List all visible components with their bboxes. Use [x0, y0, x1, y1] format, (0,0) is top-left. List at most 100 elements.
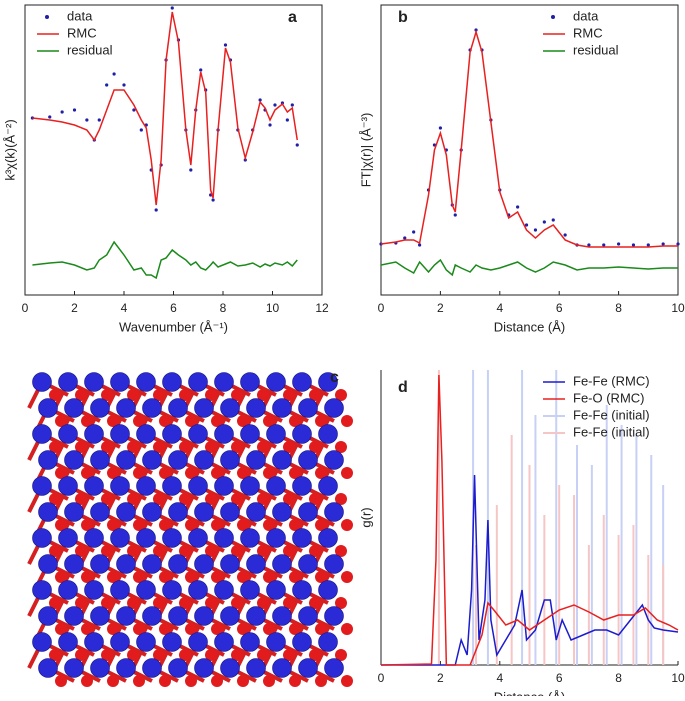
iron-atom: [84, 632, 104, 652]
iron-atom: [116, 606, 136, 626]
oxygen-atom: [185, 519, 197, 531]
oxygen-atom: [55, 675, 67, 687]
data-point: [170, 6, 174, 10]
iron-atom: [220, 554, 240, 574]
legend-label: RMC: [67, 25, 97, 40]
iron-atom: [58, 372, 78, 392]
oxygen-atom: [55, 571, 67, 583]
x-tick-label: 10: [671, 671, 685, 685]
iron-atom: [136, 476, 156, 496]
data-point: [112, 72, 116, 76]
oxygen-atom: [237, 467, 249, 479]
oxygen-atom: [185, 467, 197, 479]
iron-atom: [292, 632, 312, 652]
oxygen-atom: [55, 519, 67, 531]
oxygen-atom: [341, 623, 353, 635]
oxygen-atom: [263, 519, 275, 531]
data-point: [285, 118, 289, 122]
iron-atom: [324, 502, 344, 522]
data-point: [154, 208, 158, 212]
legend-label: Fe-Fe (initial): [573, 424, 650, 439]
oxygen-atom: [211, 571, 223, 583]
iron-atom: [142, 658, 162, 678]
series-line: [32, 11, 298, 206]
oxygen-atom: [211, 623, 223, 635]
oxygen-atom: [289, 519, 301, 531]
iron-atom: [272, 658, 292, 678]
iron-atom: [318, 632, 338, 652]
iron-atom: [38, 554, 58, 574]
oxygen-atom: [289, 675, 301, 687]
data-point: [132, 108, 136, 112]
iron-atom: [32, 372, 52, 392]
oxygen-atom: [211, 675, 223, 687]
oxygen-atom: [335, 545, 347, 557]
oxygen-atom: [153, 597, 165, 609]
oxygen-atom: [283, 441, 295, 453]
oxygen-atom: [159, 675, 171, 687]
data-point: [290, 103, 294, 107]
iron-atom: [58, 632, 78, 652]
iron-atom: [38, 606, 58, 626]
iron-atom: [220, 398, 240, 418]
iron-atom: [298, 606, 318, 626]
oxygen-atom: [289, 415, 301, 427]
iron-atom: [142, 554, 162, 574]
iron-atom: [32, 528, 52, 548]
iron-atom: [168, 658, 188, 678]
iron-atom: [110, 424, 130, 444]
iron-atom: [240, 632, 260, 652]
iron-atom: [240, 528, 260, 548]
iron-atom: [58, 580, 78, 600]
iron-atom: [64, 658, 84, 678]
oxygen-atom: [289, 467, 301, 479]
oxygen-atom: [49, 441, 61, 453]
data-point: [139, 128, 143, 132]
oxygen-atom: [335, 597, 347, 609]
data-point: [97, 118, 101, 122]
iron-atom: [266, 424, 286, 444]
oxygen-atom: [205, 389, 217, 401]
oxygen-atom: [237, 675, 249, 687]
oxygen-atom: [315, 571, 327, 583]
oxygen-atom: [49, 545, 61, 557]
iron-atom: [188, 476, 208, 496]
oxygen-atom: [257, 649, 269, 661]
iron-atom: [162, 476, 182, 496]
iron-atom: [136, 632, 156, 652]
oxygen-atom: [81, 623, 93, 635]
iron-atom: [142, 606, 162, 626]
oxygen-atom: [179, 389, 191, 401]
iron-atom: [142, 502, 162, 522]
oxygen-atom: [205, 597, 217, 609]
oxygen-atom: [211, 467, 223, 479]
oxygen-atom: [211, 519, 223, 531]
series-line: [380, 258, 678, 277]
oxygen-atom: [315, 623, 327, 635]
data-point: [105, 83, 109, 87]
oxygen-atom: [49, 493, 61, 505]
iron-atom: [168, 502, 188, 522]
data-point: [85, 118, 89, 122]
iron-atom: [298, 450, 318, 470]
iron-atom: [84, 424, 104, 444]
iron-atom: [272, 502, 292, 522]
iron-atom: [194, 502, 214, 522]
iron-atom: [38, 658, 58, 678]
oxygen-atom: [179, 597, 191, 609]
iron-atom: [168, 398, 188, 418]
iron-atom: [142, 398, 162, 418]
crystal-structure: [27, 372, 353, 687]
oxygen-atom: [101, 649, 113, 661]
x-tick-label: 8: [615, 671, 622, 685]
oxygen-atom: [231, 441, 243, 453]
oxygen-atom: [231, 493, 243, 505]
iron-atom: [246, 658, 266, 678]
iron-atom: [38, 502, 58, 522]
legend-label: Fe-Fe (RMC): [573, 373, 650, 388]
oxygen-atom: [133, 623, 145, 635]
oxygen-atom: [185, 571, 197, 583]
oxygen-atom: [133, 415, 145, 427]
iron-atom: [214, 476, 234, 496]
oxygen-atom: [153, 389, 165, 401]
